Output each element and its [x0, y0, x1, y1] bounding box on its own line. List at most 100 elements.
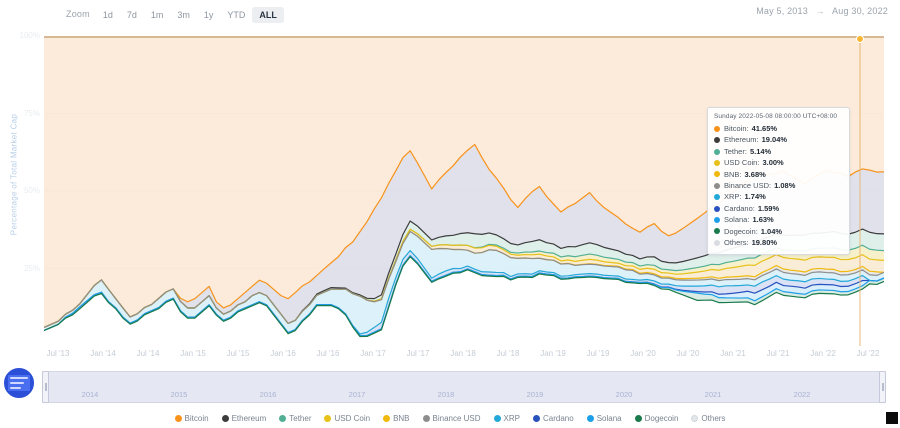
- date-arrow-icon: →: [815, 6, 825, 16]
- legend-label: Binance USD: [432, 413, 481, 423]
- range-button-1m[interactable]: 1m: [144, 7, 171, 23]
- legend-item-xrp[interactable]: XRP: [493, 413, 520, 423]
- legend-item-dogecoin[interactable]: Dogecoin: [634, 414, 678, 423]
- tooltip-series-name: Cardano:: [724, 203, 755, 213]
- series-color-dot-icon: [714, 137, 720, 144]
- area-band-bitcoin: [44, 36, 884, 328]
- navigator-handle-right[interactable]: [879, 371, 886, 403]
- series-color-dot-icon: [714, 216, 720, 223]
- legend-item-bitcoin[interactable]: Bitcoin: [174, 413, 209, 423]
- x-tick-label: Jul '14: [136, 349, 160, 358]
- range-button-7d[interactable]: 7d: [120, 7, 144, 23]
- range-button-all[interactable]: ALL: [252, 7, 284, 23]
- tooltip-series-name: Binance USD:: [724, 181, 772, 191]
- series-color-dot-icon: [714, 182, 720, 189]
- tooltip-row: Ethereum: 19.04%: [714, 134, 843, 145]
- tooltip-row: Tether: 5.14%: [714, 146, 843, 157]
- tooltip-row: Cardano: 1.59%: [714, 203, 843, 214]
- legend-label: Bitcoin: [184, 413, 209, 423]
- tooltip-series-name: USD Coin:: [724, 158, 760, 168]
- tooltip-row: Others: 19.80%: [714, 237, 843, 248]
- tooltip-series-name: Dogecoin:: [724, 226, 758, 236]
- legend-item-usd-coin[interactable]: USD Coin: [324, 414, 370, 423]
- legend-item-cardano[interactable]: Cardano: [533, 414, 574, 423]
- area-band-solana: [44, 255, 884, 336]
- series-color-dot-icon: [714, 171, 720, 178]
- x-tick-label: Jan '21: [720, 349, 746, 358]
- x-tick-label: Jan '20: [630, 349, 656, 358]
- range-button-1d[interactable]: 1d: [96, 7, 120, 23]
- y-tick-label: 100%: [19, 31, 40, 40]
- range-navigator[interactable]: 2014 2015 2016 2017 2018 2019 2020 2021 2022: [42, 371, 886, 403]
- tooltip-series-value: 1.63%: [752, 215, 774, 225]
- legend-color-dot-icon: [691, 414, 699, 422]
- tooltip-series-name: Ethereum:: [724, 135, 759, 145]
- handle-grip-icon: [882, 383, 884, 391]
- navigator-handle-left[interactable]: [42, 371, 49, 403]
- date-to: Aug 30, 2022: [832, 6, 888, 16]
- tooltip-series-value: 1.74%: [744, 192, 766, 202]
- series-line-solana: [44, 255, 884, 337]
- tooltip-series-value: 1.59%: [757, 203, 780, 213]
- legend-item-bnb[interactable]: BNB: [383, 413, 410, 423]
- legend-color-dot-icon: [493, 414, 501, 422]
- date-from: May 5, 2013: [756, 6, 808, 16]
- x-tick-label: Jul '17: [406, 349, 430, 358]
- x-tick-label: Jul '15: [226, 349, 250, 358]
- navigator-year-label: 2019: [526, 390, 544, 399]
- tooltip-series-value: 1.08%: [774, 181, 796, 191]
- x-tick-label: Jul '21: [766, 349, 790, 358]
- logo-bar: [10, 386, 21, 389]
- legend-label: Others: [701, 413, 726, 423]
- logo-bar: [10, 377, 28, 380]
- legend-label: XRP: [503, 413, 520, 423]
- x-tick-label: Jul '18: [496, 349, 520, 358]
- tooltip-series-value: 19.04%: [761, 135, 788, 145]
- navigator-year-label: 2018: [437, 390, 455, 399]
- series-color-dot-icon: [714, 239, 720, 246]
- x-tick-label: Jul '22: [856, 349, 880, 358]
- legend-item-tether[interactable]: Tether: [279, 414, 311, 423]
- x-tick-label: Jan '19: [540, 349, 566, 358]
- x-tick-label: Jan '18: [450, 349, 476, 358]
- navigator-track[interactable]: 2014 2015 2016 2017 2018 2019 2020 2021 2022: [45, 372, 883, 402]
- tooltip-row: Bitcoin: 41.65%: [714, 123, 843, 134]
- legend-label: Solana: [596, 413, 622, 423]
- tooltip-series-name: Bitcoin:: [724, 124, 749, 133]
- range-button-ytd[interactable]: YTD: [220, 7, 252, 23]
- zoom-label: Zoom: [66, 9, 90, 19]
- legend-color-dot-icon: [174, 414, 182, 422]
- range-button-1y[interactable]: 1y: [197, 7, 221, 23]
- crosshair-marker-dot: [856, 36, 864, 43]
- series-color-dot-icon: [714, 159, 720, 166]
- y-tick-label: 50%: [23, 186, 40, 195]
- zoom-range-selector[interactable]: Zoom 1d 7d 1m 3m 1y YTD ALL: [66, 5, 284, 23]
- legend-item-others[interactable]: Others: [691, 414, 725, 423]
- x-tick-label: Jan '14: [90, 349, 116, 358]
- area-band-xrp: [44, 231, 884, 334]
- legend-item-ethereum[interactable]: Ethereum: [221, 413, 267, 423]
- handle-grip-icon: [45, 383, 47, 391]
- tooltip-row: BNB: 3.68%: [714, 169, 843, 180]
- legend-label: Ethereum: [231, 413, 267, 423]
- chart-tooltip: Sunday 2022-05-08 08:00:00 UTC+08:00 Bit…: [707, 107, 850, 256]
- series-color-dot-icon: [714, 148, 720, 155]
- x-tick-label: Jul '13: [46, 349, 70, 358]
- date-range-display: May 5, 2013 → Aug 30, 2022: [756, 6, 888, 16]
- legend-item-solana[interactable]: Solana: [586, 413, 622, 423]
- legend-label: Tether: [289, 413, 312, 423]
- legend-color-dot-icon: [383, 414, 391, 422]
- chart-legend[interactable]: Bitcoin Ethereum Tether USD Coin BNB Binance …: [0, 408, 900, 428]
- tooltip-series-value: 1.04%: [760, 226, 783, 236]
- tooltip-row: USD Coin: 3.00%: [714, 157, 843, 168]
- legend-label: BNB: [393, 413, 410, 423]
- series-line-binance-usd: [44, 230, 884, 328]
- legend-color-dot-icon: [324, 414, 332, 422]
- tooltip-series-name: Tether:: [724, 146, 747, 156]
- range-button-3m[interactable]: 3m: [170, 7, 197, 23]
- navigator-year-label: 2021: [704, 390, 722, 399]
- tooltip-series-name: Others:: [724, 238, 749, 248]
- legend-color-dot-icon: [586, 414, 594, 422]
- legend-item-binance-usd[interactable]: Binance USD: [422, 413, 481, 423]
- chart-toolbar: Zoom 1d 7d 1m 3m 1y YTD ALL May 5, 2013 → Aug …: [0, 0, 900, 26]
